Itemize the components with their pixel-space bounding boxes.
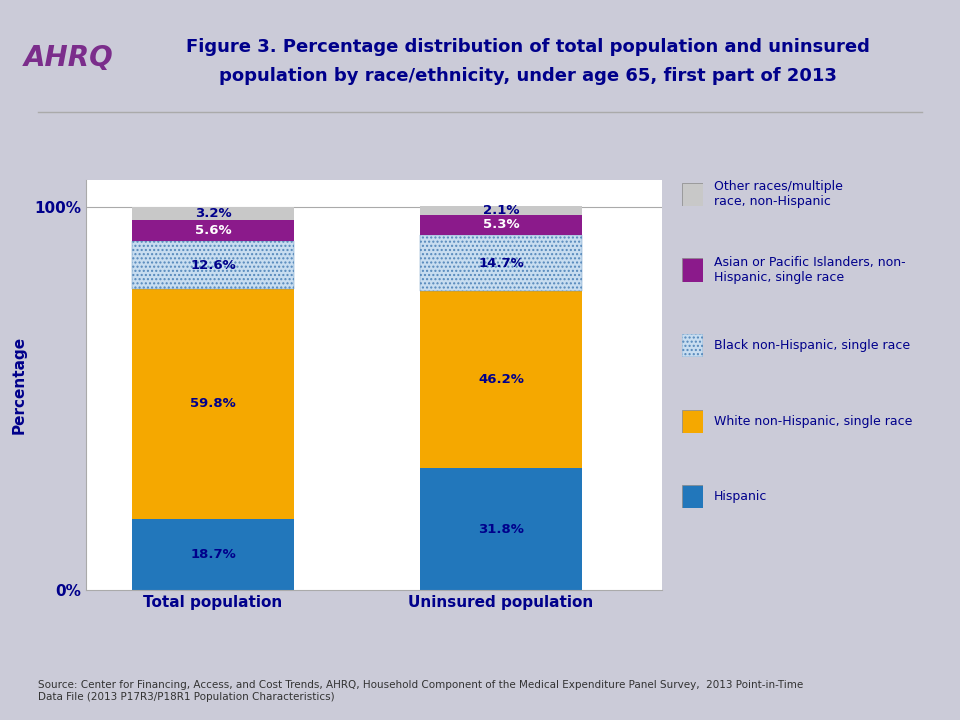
Bar: [132, 289, 294, 518]
Text: 5.6%: 5.6%: [195, 224, 231, 237]
Bar: [132, 241, 294, 289]
Text: 31.8%: 31.8%: [478, 523, 524, 536]
Bar: [132, 518, 294, 590]
Text: 14.7%: 14.7%: [478, 256, 524, 269]
Bar: [132, 220, 294, 241]
Bar: [420, 469, 582, 590]
Bar: [420, 207, 582, 215]
Text: 18.7%: 18.7%: [190, 548, 236, 561]
Bar: [420, 291, 582, 469]
Text: 2.1%: 2.1%: [483, 204, 519, 217]
Text: population by race/ethnicity, under age 65, first part of 2013: population by race/ethnicity, under age …: [219, 67, 837, 85]
Bar: [420, 215, 582, 235]
Text: Black non-Hispanic, single race: Black non-Hispanic, single race: [714, 339, 910, 352]
Text: Figure 3. Percentage distribution of total population and uninsured: Figure 3. Percentage distribution of tot…: [186, 37, 870, 55]
Text: 12.6%: 12.6%: [190, 258, 236, 271]
Y-axis label: Percentage: Percentage: [12, 336, 26, 434]
Text: 46.2%: 46.2%: [478, 374, 524, 387]
Text: 5.3%: 5.3%: [483, 218, 519, 231]
Bar: [420, 235, 582, 291]
Text: 3.2%: 3.2%: [195, 207, 231, 220]
Text: Asian or Pacific Islanders, non-
Hispanic, single race: Asian or Pacific Islanders, non- Hispani…: [714, 256, 906, 284]
Bar: [132, 207, 294, 220]
Text: Hispanic: Hispanic: [714, 490, 768, 503]
Text: Other races/multiple
race, non-Hispanic: Other races/multiple race, non-Hispanic: [714, 181, 843, 208]
Text: White non-Hispanic, single race: White non-Hispanic, single race: [714, 415, 913, 428]
Text: 59.8%: 59.8%: [190, 397, 236, 410]
Text: Source: Center for Financing, Access, and Cost Trends, AHRQ, Household Component: Source: Center for Financing, Access, an…: [38, 680, 804, 702]
Text: AHRQ: AHRQ: [24, 44, 113, 71]
